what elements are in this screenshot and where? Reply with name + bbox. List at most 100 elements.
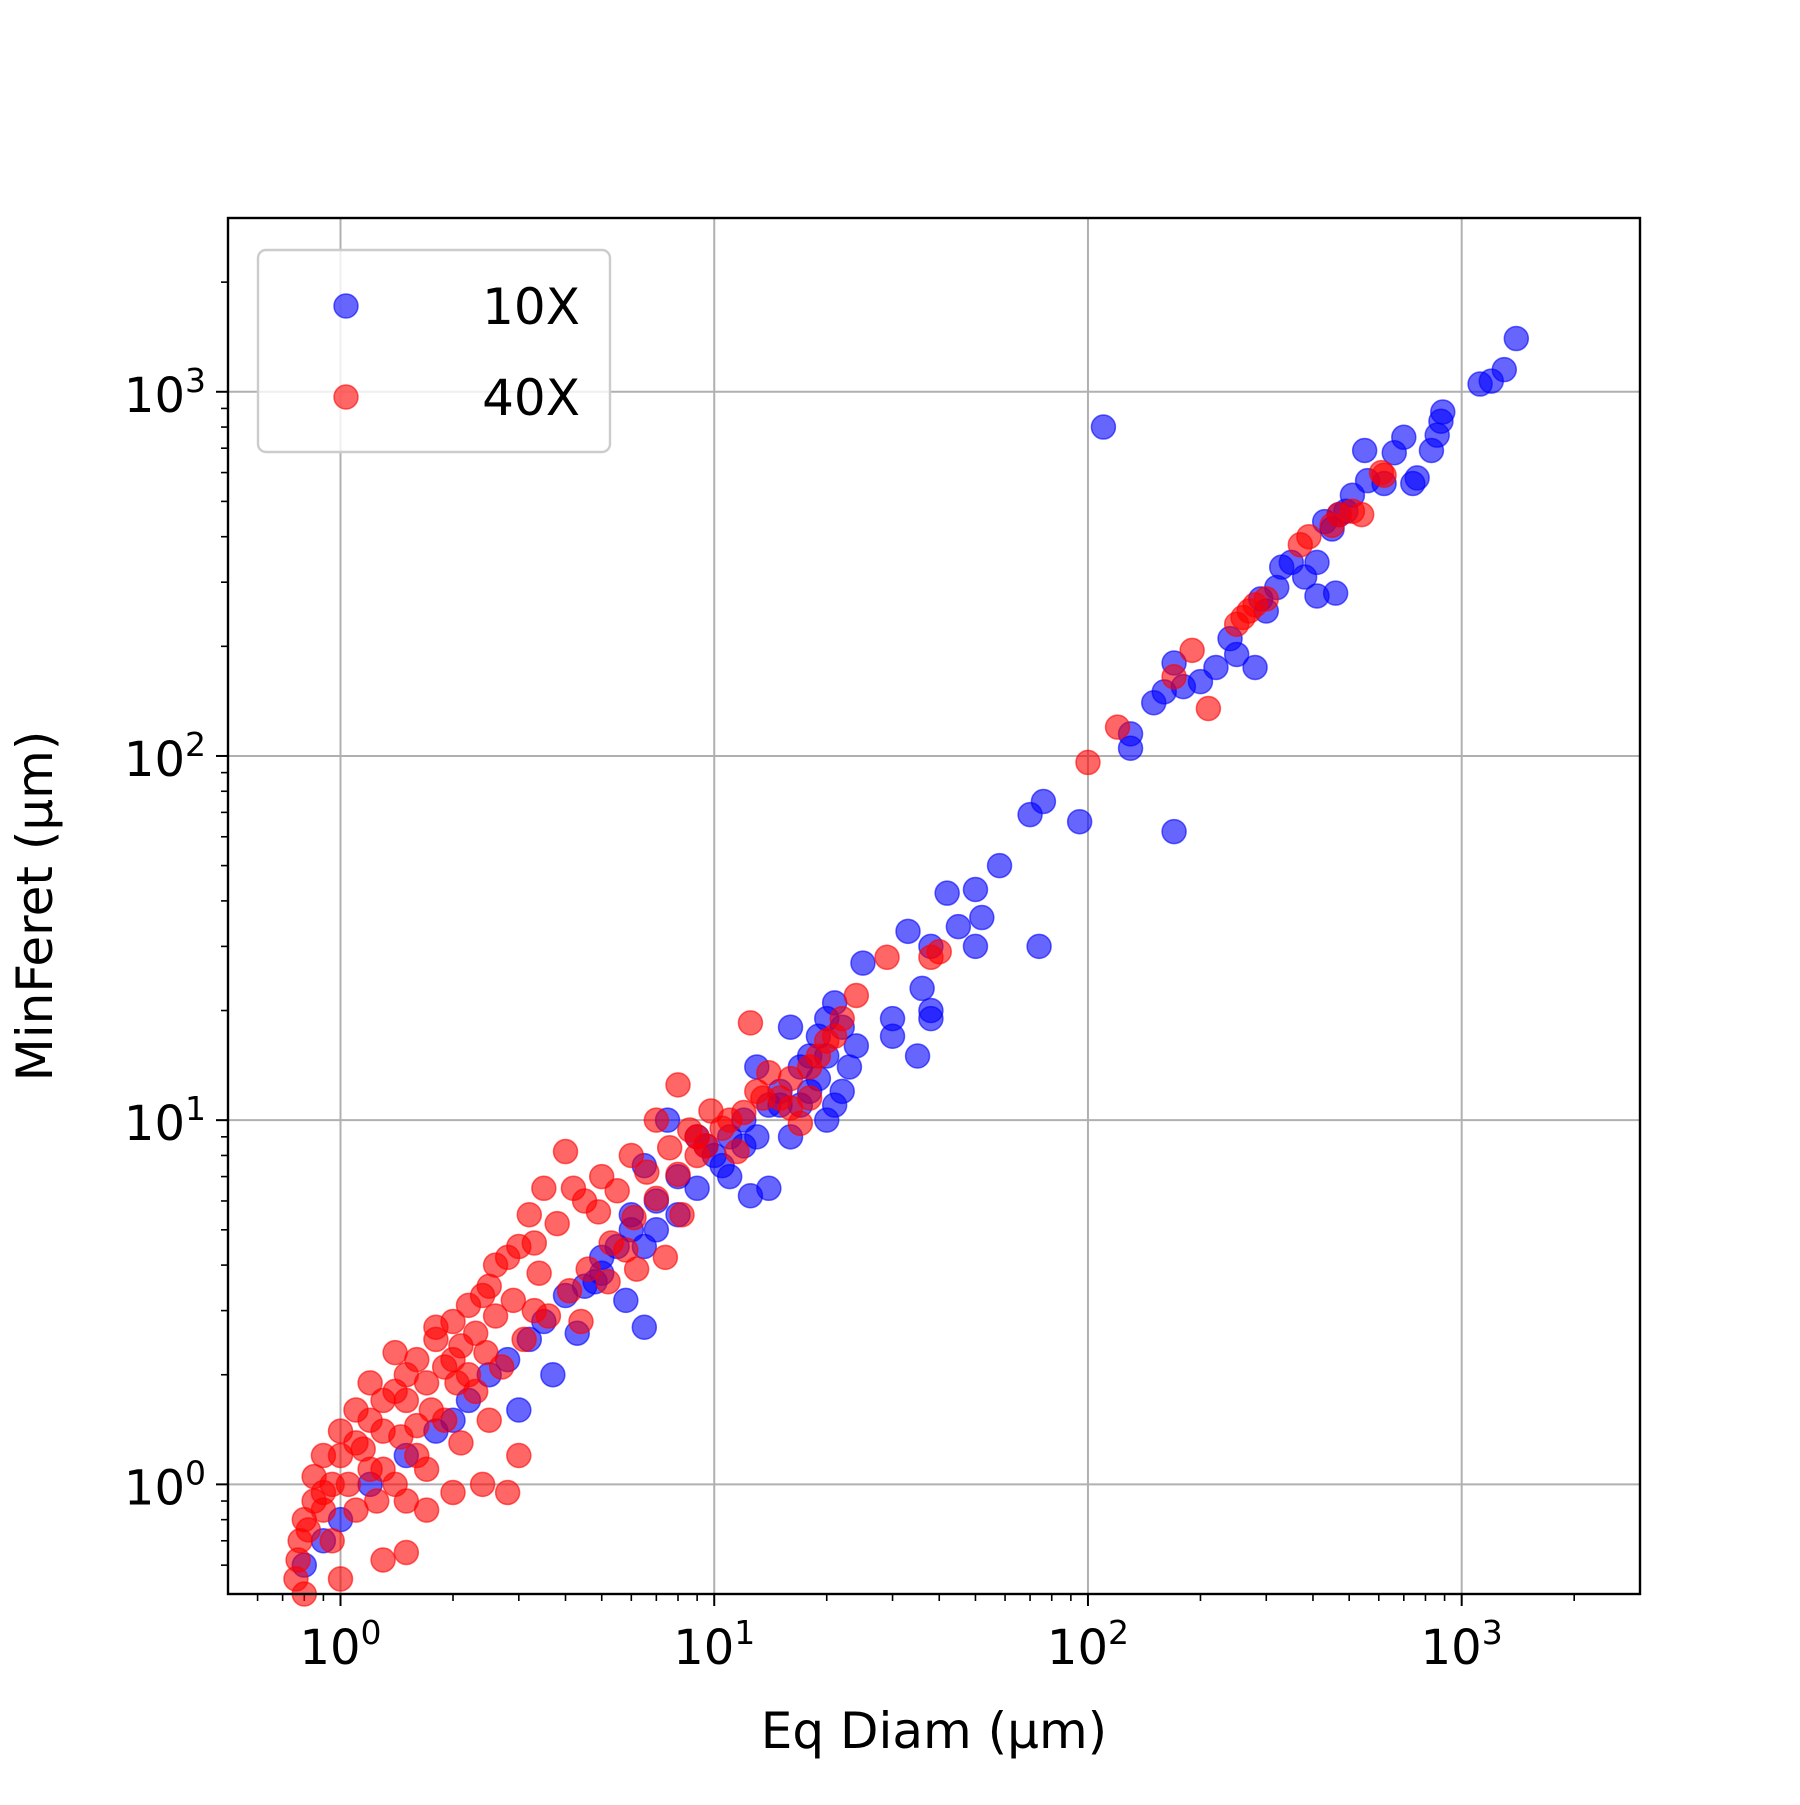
legend: 10X 40X (256, 248, 612, 454)
point-40x (829, 1005, 855, 1032)
point-10x (934, 880, 960, 906)
y-tick-label-2: 102 (124, 725, 206, 788)
y-axis-title: MinFeret (μm) (6, 731, 64, 1082)
point-40x (388, 1424, 414, 1450)
point-40x (787, 1110, 814, 1137)
point-40x (500, 1287, 527, 1314)
point-40x (874, 944, 900, 971)
point-10x (843, 1033, 870, 1059)
point-10x (918, 997, 944, 1024)
point-10x (684, 1175, 710, 1202)
point-40x (544, 1210, 570, 1237)
point-40x (796, 1054, 823, 1080)
point-40x (476, 1407, 502, 1433)
point-10x (777, 1014, 804, 1040)
point-40x (393, 1387, 420, 1414)
point-10x (969, 904, 995, 931)
point-40x (444, 1370, 470, 1396)
point-40x (469, 1282, 496, 1309)
point-40x (652, 1244, 679, 1271)
point-10x (613, 1287, 639, 1314)
point-40x (724, 1138, 750, 1165)
point-40x (310, 1497, 337, 1523)
point-40x (665, 1161, 691, 1188)
point-40x (634, 1159, 660, 1185)
point-10x (813, 1107, 840, 1133)
point-10x (909, 975, 935, 1002)
point-40x (482, 1252, 509, 1278)
point-40x (1368, 459, 1395, 486)
point-10x (756, 1175, 782, 1202)
point-40x (1195, 695, 1222, 722)
point-40x (357, 1456, 383, 1483)
y-tick-label-3: 103 (124, 361, 206, 424)
point-40x (796, 1085, 823, 1111)
point-40x (301, 1463, 327, 1490)
point-40x (684, 1142, 710, 1169)
point-10x (879, 1023, 906, 1049)
point-40x (585, 1199, 612, 1225)
point-10x (1467, 371, 1493, 397)
point-10x (962, 876, 989, 903)
y-tick-label-1: 101 (124, 1089, 206, 1152)
point-10x (631, 1314, 658, 1341)
point-40x (556, 1278, 583, 1304)
point-40x (669, 1201, 695, 1228)
point-10x (1026, 933, 1052, 960)
point-40x (310, 1442, 337, 1469)
point-40x (393, 1488, 420, 1514)
point-40x (813, 1028, 840, 1054)
point-40x (595, 1269, 621, 1295)
point-40x (357, 1370, 383, 1396)
point-40x (665, 1072, 691, 1098)
point-10x (904, 1043, 931, 1069)
point-40x (469, 1471, 496, 1498)
point-40x (731, 1099, 757, 1126)
x-tick-label-1: 101 (673, 1613, 755, 1676)
point-40x (568, 1308, 594, 1335)
point-40x (1179, 637, 1205, 664)
point-40x (327, 1418, 354, 1444)
point-40x (643, 1185, 670, 1212)
point-40x (643, 1107, 670, 1133)
point-40x (488, 1354, 515, 1380)
point-40x (526, 1260, 552, 1286)
point-40x (327, 1566, 354, 1592)
point-40x (295, 1517, 322, 1543)
point-10x (1503, 325, 1530, 352)
point-40x (382, 1339, 408, 1366)
point-40x (413, 1456, 440, 1483)
point-10x (1017, 801, 1043, 828)
series-40x (283, 459, 1397, 1607)
point-40x (370, 1547, 396, 1573)
point-40x (1319, 512, 1345, 539)
y-tick-label-0: 100 (124, 1453, 206, 1516)
point-40x (319, 1528, 345, 1554)
major-ticks (216, 390, 1463, 1606)
point-40x (482, 1303, 509, 1329)
x-tick-label-3: 103 (1421, 1613, 1503, 1676)
point-10x (850, 950, 876, 976)
point-40x (418, 1397, 445, 1423)
point-40x (413, 1370, 440, 1396)
point-40x (440, 1479, 466, 1506)
point-40x (473, 1339, 499, 1366)
point-40x (623, 1256, 650, 1282)
point-40x (448, 1333, 474, 1359)
point-40x (363, 1488, 390, 1514)
legend-label-40x: 40X (482, 369, 580, 427)
point-40x (756, 1059, 782, 1086)
point-40x (531, 1175, 557, 1202)
point-40x (335, 1471, 362, 1498)
point-10x (1304, 583, 1330, 609)
point-40x (1075, 749, 1101, 776)
point-40x (552, 1138, 579, 1165)
point-40x (604, 1178, 630, 1204)
point-10x (1090, 414, 1117, 440)
point-40x (343, 1397, 369, 1423)
point-40x (423, 1314, 449, 1341)
point-40x (521, 1297, 548, 1324)
legend-label-10x: 10X (482, 278, 580, 336)
point-40x (698, 1098, 724, 1124)
